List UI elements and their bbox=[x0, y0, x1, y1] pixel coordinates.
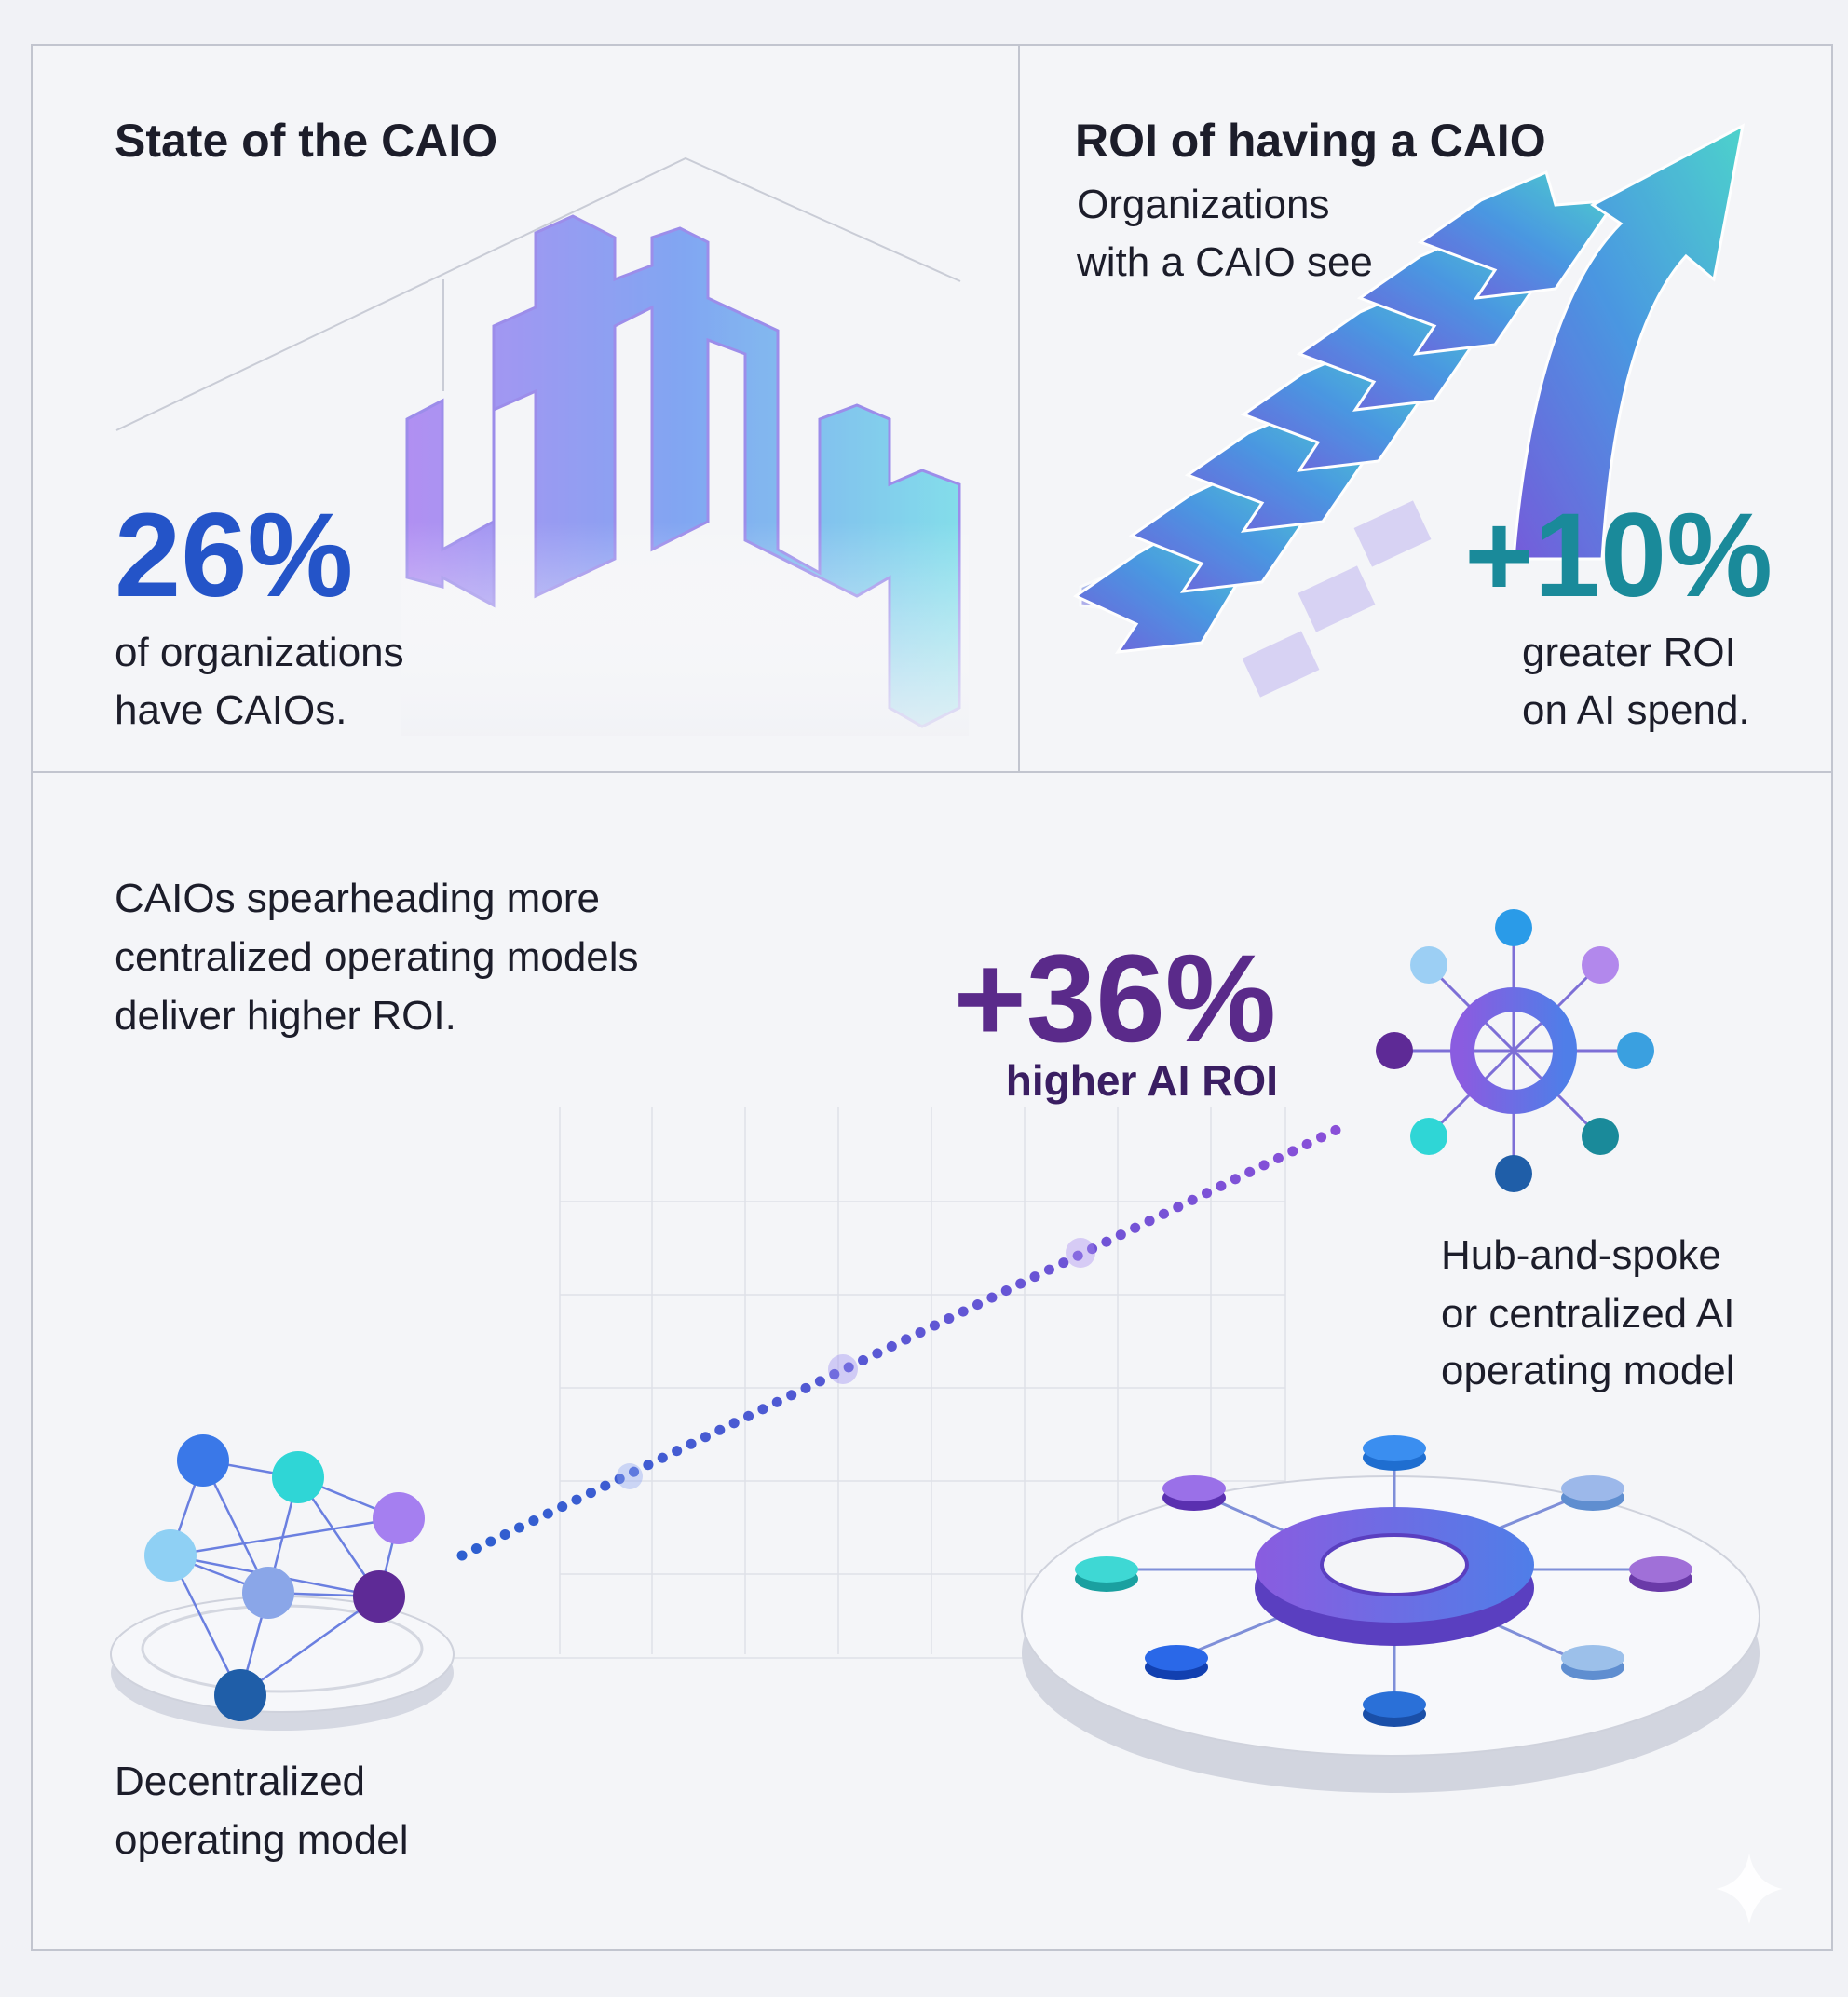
dotted-trend-part bbox=[617, 1463, 643, 1489]
caption: on AI spend. bbox=[1522, 687, 1750, 733]
model-label: Decentralized bbox=[115, 1759, 365, 1804]
centralized-platform-part bbox=[1320, 1533, 1469, 1596]
hub-icon-part-part bbox=[1495, 1155, 1532, 1192]
centralized-platform-part bbox=[1075, 1435, 1692, 1727]
bars-graphic bbox=[116, 156, 969, 736]
caption: of organizations bbox=[115, 630, 404, 675]
intro: centralized operating models bbox=[115, 934, 639, 980]
bars-graphic-part bbox=[116, 156, 961, 431]
dotted-trend-part bbox=[1066, 1238, 1095, 1268]
arrows-graphic-part-part bbox=[1242, 631, 1320, 698]
intro: CAIOs spearheading more bbox=[115, 876, 600, 921]
decentralized-platform-part bbox=[214, 1669, 266, 1721]
hub-icon-part bbox=[1428, 965, 1599, 1136]
centralized-platform-part-part bbox=[1561, 1645, 1624, 1671]
decentralized-platform-part bbox=[144, 1529, 197, 1582]
subtitle: with a CAIO see bbox=[1076, 239, 1373, 285]
panel-title: ROI of having a CAIO bbox=[1075, 115, 1546, 167]
hub-icon-part-part bbox=[1410, 1118, 1447, 1155]
centralized-platform-part-part bbox=[1162, 1475, 1226, 1501]
arrows-graphic-part bbox=[1512, 123, 1746, 561]
dotted-trend-part bbox=[456, 1121, 1348, 1561]
model-label: or centralized AI bbox=[1441, 1291, 1735, 1337]
model-label: operating model bbox=[1441, 1348, 1735, 1393]
centralized-platform-part-part bbox=[1629, 1556, 1692, 1583]
caption: greater ROI bbox=[1522, 630, 1736, 675]
centralized-platform-part-part bbox=[1075, 1556, 1138, 1583]
centralized-platform-part-part bbox=[1145, 1645, 1208, 1671]
centralized-platform bbox=[1021, 1435, 1760, 1793]
centralized-platform-part-part bbox=[1561, 1475, 1624, 1501]
bars-graphic-part bbox=[401, 522, 969, 736]
dotted-trend-part bbox=[828, 1354, 858, 1384]
hub-icon-part-part bbox=[1582, 1118, 1619, 1155]
sparkle bbox=[1716, 1854, 1783, 1924]
centralized-platform-part-part bbox=[1363, 1435, 1426, 1461]
panel-title: State of the CAIO bbox=[115, 115, 497, 167]
arrows-graphic bbox=[1072, 123, 1746, 698]
decentralized-platform-part bbox=[272, 1451, 324, 1503]
hub-icon-part-part bbox=[1495, 909, 1532, 946]
intro: deliver higher ROI. bbox=[115, 993, 456, 1039]
hub-icon-part bbox=[1450, 987, 1577, 1114]
stat: 26% bbox=[115, 489, 353, 622]
caption: have CAIOs. bbox=[115, 687, 346, 733]
background-grid bbox=[447, 1107, 1286, 1659]
hub-icon-part-part bbox=[1617, 1032, 1654, 1069]
stat-caption: higher AI ROI bbox=[1006, 1056, 1278, 1105]
subtitle: Organizations bbox=[1077, 182, 1329, 227]
model-label: operating model bbox=[115, 1817, 409, 1863]
stat: +10% bbox=[1464, 489, 1773, 622]
stat: +36% bbox=[954, 930, 1276, 1068]
arrows-graphic-part-part bbox=[1353, 500, 1432, 567]
hub-icon-part bbox=[1376, 909, 1654, 1192]
arrows-graphic-part-part bbox=[1298, 565, 1376, 632]
hub-icon bbox=[1376, 909, 1654, 1192]
centralized-platform-part-part bbox=[1363, 1691, 1426, 1718]
arrows-graphic-part bbox=[1242, 500, 1432, 698]
hub-icon-part-part bbox=[1376, 1032, 1413, 1069]
decentralized-platform-part bbox=[177, 1434, 229, 1487]
dotted-trend bbox=[456, 1121, 1348, 1561]
decentralized-platform-part bbox=[353, 1570, 405, 1623]
hub-icon-part-part bbox=[1582, 946, 1619, 984]
hub-icon-part-part bbox=[1410, 946, 1447, 984]
model-label: Hub-and-spoke bbox=[1441, 1232, 1721, 1278]
decentralized-platform bbox=[110, 1434, 455, 1731]
decentralized-platform-part bbox=[242, 1567, 294, 1619]
decentralized-platform-part-part bbox=[239, 1595, 380, 1697]
decentralized-platform-part-part bbox=[170, 1516, 400, 1557]
decentralized-platform-part bbox=[373, 1492, 425, 1544]
